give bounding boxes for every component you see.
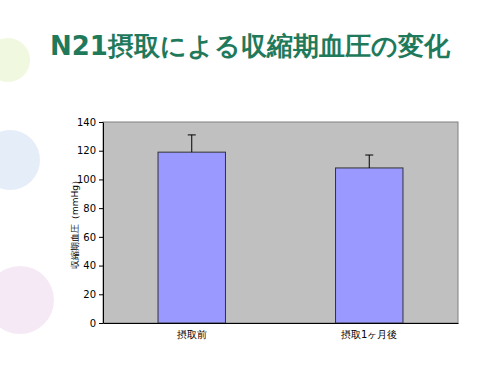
x-axis: 摂取前 摂取1ヶ月後 xyxy=(104,323,459,340)
y-axis: 0 20 40 60 80 100 120 140 xyxy=(77,117,104,329)
y-tick: 100 xyxy=(77,174,103,185)
x-tick-label: 摂取前 xyxy=(177,329,207,340)
y-tick-mark xyxy=(99,179,103,180)
title: N21摂取による収縮期血圧の変化 xyxy=(50,31,451,61)
y-tick-label: 20 xyxy=(83,289,96,300)
error-cap xyxy=(365,155,373,156)
y-tick: 120 xyxy=(77,145,103,156)
x-tick: 摂取前 xyxy=(177,323,207,340)
error-bar xyxy=(188,135,196,152)
y-tick: 20 xyxy=(83,289,103,300)
y-tick: 40 xyxy=(83,260,103,271)
error-whisker xyxy=(369,155,370,168)
y-tick: 80 xyxy=(83,203,103,214)
error-bar xyxy=(365,155,373,168)
decoration xyxy=(0,38,54,334)
y-tick-label: 0 xyxy=(90,318,96,329)
y-axis-line xyxy=(103,123,104,324)
error-cap xyxy=(188,134,196,135)
y-tick-mark xyxy=(99,122,103,123)
y-tick: 60 xyxy=(83,232,103,243)
marks xyxy=(158,135,403,323)
balloon xyxy=(0,130,40,190)
balloon xyxy=(0,266,54,334)
bar xyxy=(158,152,225,323)
error-whisker xyxy=(191,135,192,152)
x-tick: 摂取1ヶ月後 xyxy=(341,323,397,340)
y-tick-label: 140 xyxy=(77,117,96,128)
x-axis-line xyxy=(104,323,459,324)
y-axis-title: 収縮期血圧（mmHg） xyxy=(70,176,80,269)
y-tick-mark xyxy=(99,323,103,324)
y-tick-label: 80 xyxy=(83,203,96,214)
plot-background xyxy=(103,122,458,323)
y-tick-mark xyxy=(99,266,103,267)
chart-container: N21摂取による収縮期血圧の変化 0 20 40 60 80 100 120 140 摂取前 摂取1… xyxy=(0,0,500,375)
y-tick: 140 xyxy=(77,117,103,128)
y-tick-label: 120 xyxy=(77,145,96,156)
y-tick-mark xyxy=(99,151,103,152)
x-tick-label: 摂取1ヶ月後 xyxy=(341,329,397,340)
y-tick-mark xyxy=(99,237,103,238)
y-tick-label: 40 xyxy=(83,260,96,271)
y-tick-mark xyxy=(99,208,103,209)
chart-svg: N21摂取による収縮期血圧の変化 0 20 40 60 80 100 120 140 摂取前 摂取1… xyxy=(0,0,500,375)
y-tick-label: 60 xyxy=(83,232,96,243)
y-tick: 0 xyxy=(90,318,103,329)
balloon xyxy=(0,38,30,82)
bar xyxy=(336,168,403,323)
y-tick-mark xyxy=(99,294,103,295)
